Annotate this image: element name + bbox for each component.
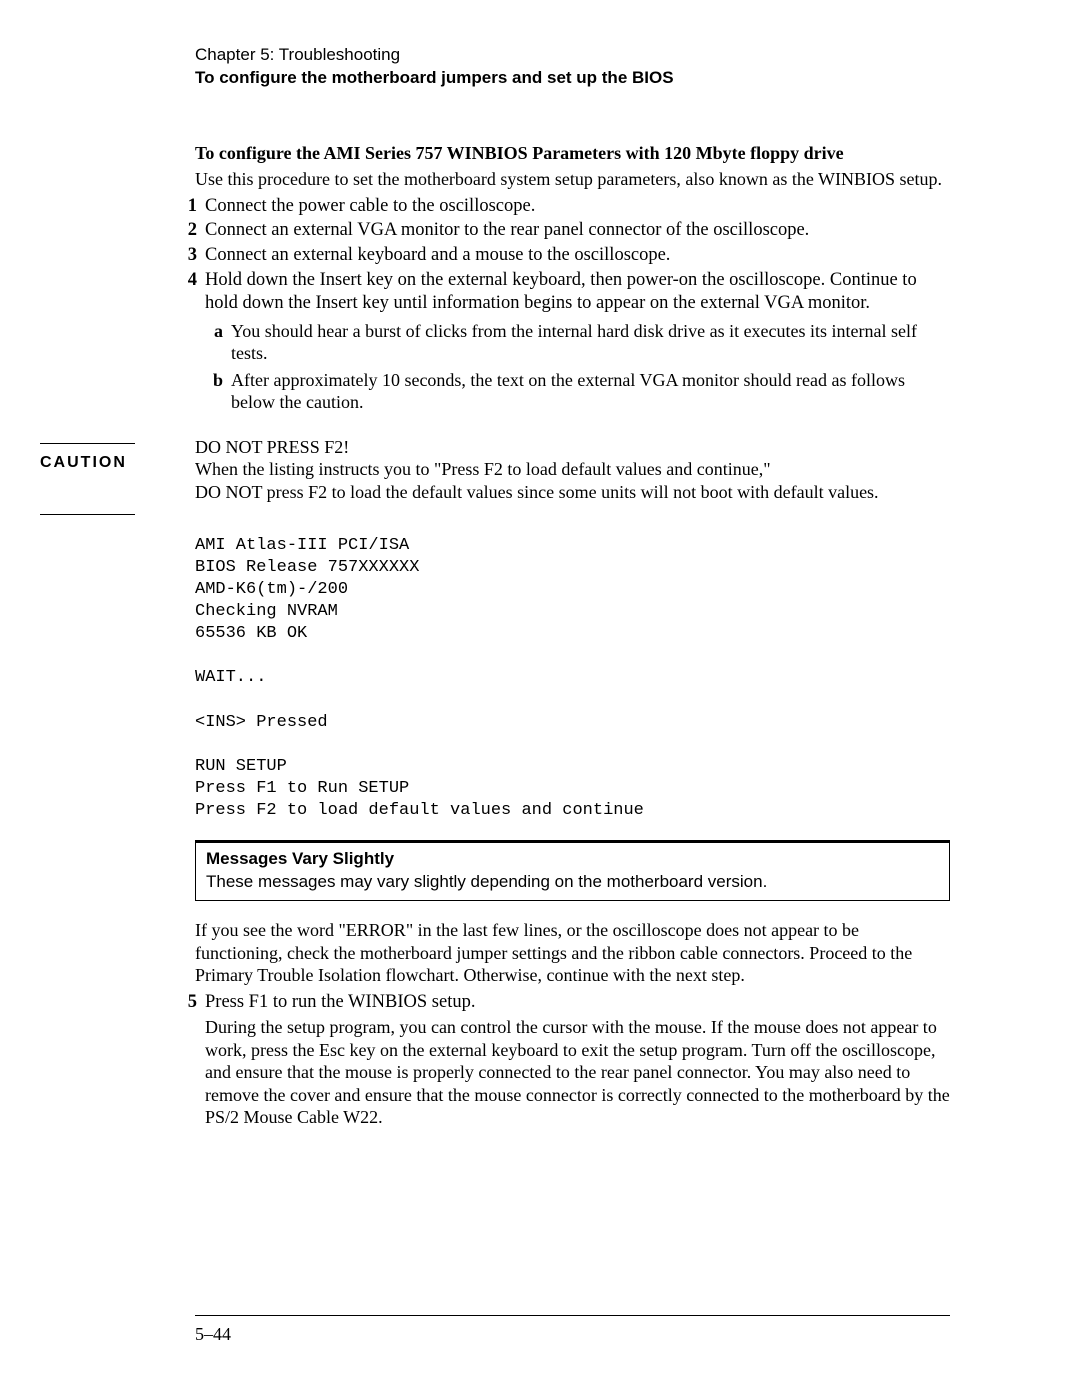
- caution-rule-bottom: [40, 514, 135, 515]
- caution-line-2: When the listing instructs you to "Press…: [195, 458, 879, 481]
- page-container: Chapter 5: Troubleshooting To configure …: [0, 0, 1080, 1129]
- caution-label: CAUTION: [40, 454, 195, 472]
- step-4-sublist: a You should hear a burst of clicks from …: [205, 320, 950, 414]
- step-5-title: Press F1 to run the WINBIOS setup.: [205, 992, 475, 1012]
- marker-b: b: [205, 369, 223, 392]
- caution-rule-top: [40, 443, 135, 444]
- step-3: Connect an external keyboard and a mouse…: [175, 244, 950, 268]
- intro-paragraph: Use this procedure to set the motherboar…: [195, 168, 950, 191]
- step-4a: a You should hear a burst of clicks from …: [205, 320, 950, 365]
- step-5-body: During the setup program, you can contro…: [205, 1016, 950, 1129]
- step-4-text: Hold down the Insert key on the external…: [205, 270, 917, 314]
- step-4: Hold down the Insert key on the external…: [175, 269, 950, 414]
- page-header: Chapter 5: Troubleshooting To configure …: [195, 45, 950, 88]
- subheading: To configure the AMI Series 757 WINBIOS …: [195, 143, 950, 164]
- monospace-output: AMI Atlas-III PCI/ISA BIOS Release 757XX…: [195, 535, 950, 822]
- caution-line-1: DO NOT PRESS F2!: [195, 436, 879, 459]
- note-body: These messages may vary slightly dependi…: [206, 872, 939, 892]
- page-footer: 5–44: [40, 1315, 950, 1345]
- paragraph-after-note: If you see the word "ERROR" in the last …: [195, 919, 950, 987]
- step-2: Connect an external VGA monitor to the r…: [175, 219, 950, 243]
- page-number: 5–44: [195, 1324, 950, 1345]
- step-4b: b After approximately 10 seconds, the tex…: [205, 369, 950, 414]
- step-5-list: Press F1 to run the WINBIOS setup. Durin…: [175, 991, 950, 1129]
- note-title: Messages Vary Slightly: [206, 849, 939, 869]
- caution-block: CAUTION DO NOT PRESS F2! When the listin…: [40, 436, 950, 515]
- caution-body: DO NOT PRESS F2! When the listing instru…: [195, 436, 879, 515]
- footer-rule: [195, 1315, 950, 1316]
- content-top: To configure the AMI Series 757 WINBIOS …: [195, 143, 950, 414]
- section-title: To configure the motherboard jumpers and…: [195, 68, 950, 88]
- step-5: Press F1 to run the WINBIOS setup. Durin…: [175, 991, 950, 1129]
- caution-line-3: DO NOT press F2 to load the default valu…: [195, 481, 879, 504]
- step-3-text: Connect an external keyboard and a mouse…: [205, 245, 670, 265]
- numbered-steps: Connect the power cable to the oscillosc…: [175, 195, 950, 414]
- caution-label-wrap: CAUTION: [40, 436, 195, 515]
- chapter-title: Chapter 5: Troubleshooting: [195, 45, 950, 65]
- note-box: Messages Vary Slightly These messages ma…: [195, 840, 950, 901]
- step-2-text: Connect an external VGA monitor to the r…: [205, 220, 809, 240]
- marker-a: a: [205, 320, 223, 343]
- step-4a-text: You should hear a burst of clicks from t…: [231, 321, 917, 364]
- step-1: Connect the power cable to the oscillosc…: [175, 195, 950, 219]
- step-1-text: Connect the power cable to the oscillosc…: [205, 196, 535, 216]
- step-4b-text: After approximately 10 seconds, the text…: [231, 370, 905, 413]
